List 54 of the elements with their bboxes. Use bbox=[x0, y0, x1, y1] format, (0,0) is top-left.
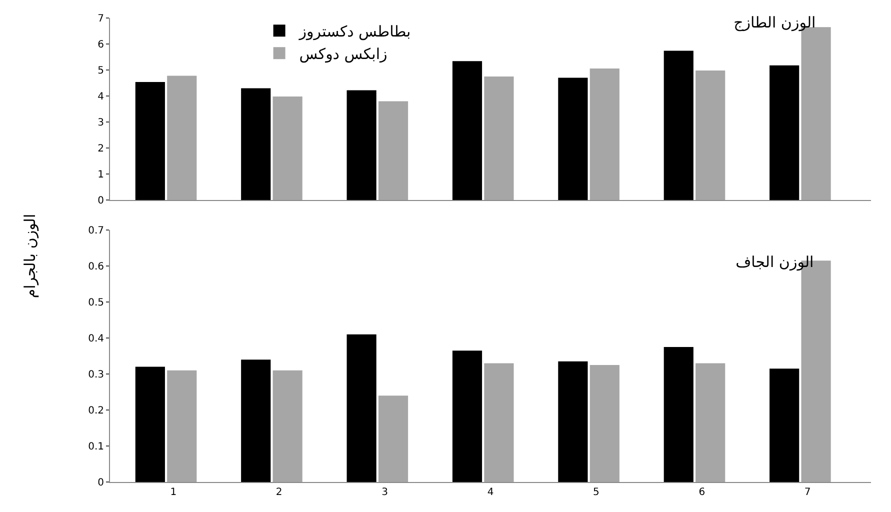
y-tick-label: 0.6 bbox=[88, 262, 104, 272]
y-tick-label: 0 bbox=[98, 478, 104, 488]
y-tick-label: 7 bbox=[98, 14, 104, 24]
x-tick-label: 1 bbox=[170, 487, 177, 498]
bar bbox=[590, 365, 620, 482]
y-tick-label: 6 bbox=[98, 40, 104, 50]
y-tick-label: 4 bbox=[98, 92, 104, 102]
bar bbox=[484, 363, 514, 482]
bar bbox=[558, 361, 588, 482]
bar bbox=[272, 96, 302, 200]
bar bbox=[272, 370, 302, 482]
y-tick-label: 5 bbox=[98, 66, 104, 76]
bar bbox=[664, 50, 694, 200]
y-tick-label: 0.4 bbox=[88, 334, 104, 344]
bar bbox=[378, 101, 408, 200]
bar bbox=[770, 368, 800, 482]
bar bbox=[346, 334, 376, 482]
bar bbox=[770, 65, 800, 200]
bar bbox=[167, 370, 197, 482]
bar bbox=[696, 70, 726, 200]
bar bbox=[664, 347, 694, 482]
bar bbox=[590, 68, 620, 200]
y-tick-label: 1 bbox=[98, 170, 104, 180]
x-tick-label: 2 bbox=[276, 487, 282, 498]
x-tick-label: 3 bbox=[382, 487, 388, 498]
y-tick-label: 0 bbox=[98, 196, 104, 206]
text: الوزن الجاف bbox=[736, 253, 814, 272]
y-tick-label: 0.1 bbox=[88, 442, 104, 452]
y-tick-label: 2 bbox=[98, 144, 104, 154]
bar bbox=[346, 90, 376, 200]
bar bbox=[484, 76, 514, 200]
y-tick-label: 0.7 bbox=[88, 226, 104, 236]
x-tick-label: 5 bbox=[593, 487, 600, 498]
bar bbox=[378, 396, 408, 482]
y-axis-title: الوزن بالجرام bbox=[21, 214, 39, 298]
bar bbox=[135, 366, 165, 482]
y-tick-label: 0.2 bbox=[88, 406, 104, 416]
bar bbox=[241, 360, 271, 482]
x-tick-label: 6 bbox=[698, 487, 706, 498]
chart-title: الوزن الطازج bbox=[734, 14, 816, 32]
x-tick-label: 4 bbox=[487, 487, 494, 498]
y-tick-label: 0.3 bbox=[88, 370, 104, 380]
bar bbox=[452, 61, 482, 200]
bar bbox=[135, 82, 165, 200]
y-tick-label: 3 bbox=[98, 118, 104, 128]
legend-label: بطاطس دكستروز bbox=[298, 22, 411, 40]
bar bbox=[696, 363, 726, 482]
bar bbox=[452, 350, 482, 482]
legend-label: زابكس دوكس bbox=[299, 44, 388, 63]
bar bbox=[167, 76, 197, 200]
y-tick-label: 0.5 bbox=[88, 298, 104, 308]
bar bbox=[241, 88, 271, 200]
x-tick-label: 7 bbox=[804, 487, 811, 498]
bar bbox=[558, 78, 588, 200]
